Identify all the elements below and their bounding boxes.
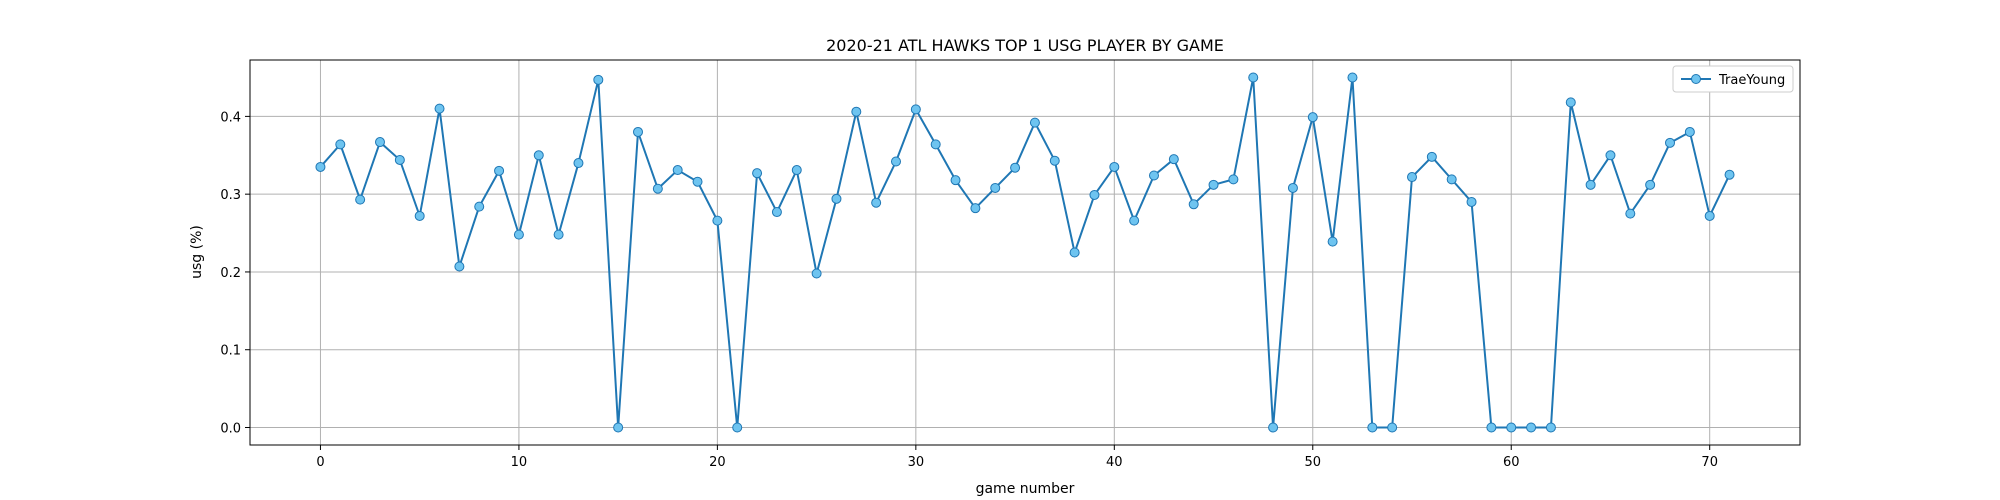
data-point (950, 175, 961, 186)
data-point (831, 193, 842, 204)
x-tick-label: 0 (316, 455, 324, 470)
y-tick-label: 0.2 (220, 266, 241, 281)
data-point (1109, 161, 1120, 172)
legend-marker-sample (1691, 74, 1701, 84)
data-point (1367, 422, 1378, 433)
data-point (1486, 422, 1497, 433)
data-point (474, 201, 485, 212)
data-point (771, 207, 782, 218)
plot-area-frame (249, 59, 1801, 446)
y-tick-label: 0.3 (220, 188, 241, 203)
legend-label-traeyoung: TraeYoung (1718, 73, 1785, 88)
data-point (752, 168, 763, 179)
y-tick-label: 0.4 (220, 110, 241, 125)
data-point (970, 203, 981, 214)
data-point (1188, 199, 1199, 210)
data-point (1407, 172, 1418, 183)
series-line (319, 76, 1731, 429)
data-point (811, 268, 822, 279)
data-point (434, 103, 445, 114)
data-point (593, 74, 604, 85)
data-point (1466, 196, 1477, 207)
data-point (1168, 154, 1179, 165)
data-point (1347, 72, 1358, 83)
data-point (1149, 170, 1160, 181)
x-tick-label: 60 (1503, 455, 1520, 470)
y-tick-label: 0.0 (220, 422, 241, 437)
data-point (513, 229, 524, 240)
data-point (613, 422, 624, 433)
data-point (1545, 422, 1556, 433)
series-traeyoung (315, 72, 1735, 433)
data-point (990, 182, 1001, 193)
data-point (871, 197, 882, 208)
data-point (1307, 112, 1318, 123)
data-point (1029, 117, 1040, 128)
data-point (1327, 236, 1338, 247)
data-point (533, 150, 544, 161)
data-point (1665, 137, 1676, 148)
data-point (454, 261, 465, 272)
data-point (910, 104, 921, 115)
x-tick-label: 70 (1701, 455, 1718, 470)
data-point (732, 422, 743, 433)
data-point (1645, 179, 1656, 190)
grid-lines (250, 60, 1800, 445)
data-point (672, 165, 683, 176)
data-point (692, 176, 703, 187)
x-tick-label: 30 (908, 455, 925, 470)
data-point (851, 106, 862, 117)
data-point (1069, 247, 1080, 258)
data-point (890, 156, 901, 167)
data-point (1446, 174, 1457, 185)
data-point (315, 161, 326, 172)
y-axis-label: usg (%) (189, 225, 205, 279)
data-point (553, 229, 564, 240)
data-point (414, 210, 425, 221)
data-point (394, 154, 405, 165)
data-point (1049, 155, 1060, 166)
data-point (1010, 162, 1021, 173)
data-point (1526, 422, 1537, 433)
axis-ticks: 0 10 20 30 40 50 60 70 0.0 0.1 0.2 0.3 0.4 (220, 110, 1718, 470)
data-point (632, 126, 643, 137)
data-point (712, 215, 723, 226)
data-point (1506, 422, 1517, 433)
data-point (573, 158, 584, 169)
data-point (1625, 208, 1636, 219)
chart-title: 2020-21 ATL HAWKS TOP 1 USG PLAYER BY GA… (826, 36, 1224, 55)
y-tick-label: 0.1 (220, 344, 241, 359)
data-point (791, 165, 802, 176)
legend-box (1672, 65, 1794, 93)
data-point (355, 194, 366, 205)
data-point (1208, 179, 1219, 190)
data-point (1287, 182, 1298, 193)
data-point (1248, 72, 1259, 83)
data-point (1565, 97, 1576, 108)
data-point (1605, 150, 1616, 161)
data-point (1704, 210, 1715, 221)
data-point (1724, 169, 1735, 180)
data-point (374, 137, 385, 148)
x-tick-label: 50 (1304, 455, 1321, 470)
legend: TraeYoung (1672, 65, 1794, 93)
data-point (1684, 126, 1695, 137)
data-point (1228, 174, 1239, 185)
data-point (1387, 422, 1398, 433)
data-point (1089, 189, 1100, 200)
x-tick-label: 20 (709, 455, 726, 470)
data-point (1426, 151, 1437, 162)
x-tick-label: 10 (511, 455, 528, 470)
data-point (652, 183, 663, 194)
data-point (930, 139, 941, 150)
data-point (494, 165, 505, 176)
x-axis-label: game number (976, 481, 1075, 497)
x-tick-label: 40 (1106, 455, 1123, 470)
data-point (1129, 215, 1140, 226)
data-point (1585, 179, 1596, 190)
data-point (335, 139, 346, 150)
data-point (1268, 422, 1279, 433)
